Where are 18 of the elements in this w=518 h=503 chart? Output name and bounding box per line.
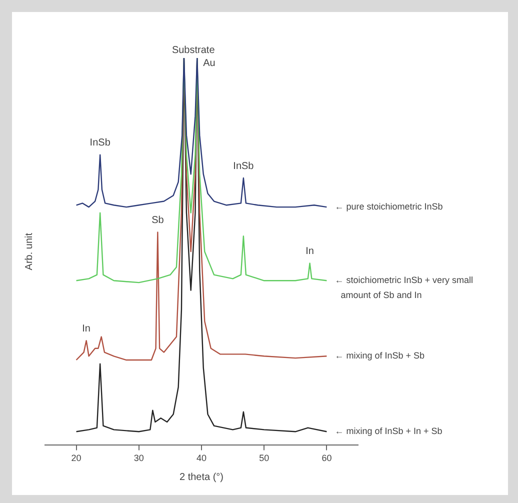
series-label: ← mixing of InSb + In + Sb: [334, 426, 442, 436]
annotation: InSb: [233, 160, 254, 172]
annotation: InSb: [90, 138, 111, 149]
series-label: ← stoichiometric InSb + very small amount of Sb and In: [334, 275, 473, 300]
annotation: Sb: [152, 215, 164, 226]
x-tick-label: 20: [71, 453, 82, 464]
x-tick-label: 40: [196, 453, 207, 464]
x-tick-label: 60: [322, 453, 332, 464]
x-tick-label: 30: [134, 453, 144, 464]
series-label: ← mixing of InSb + Sb: [334, 350, 424, 361]
annotation: Au: [203, 58, 216, 69]
y-axis-title: Arb. unit: [24, 232, 35, 270]
x-axis-title: 2 theta (°): [179, 472, 224, 483]
series-label: ← pure stoichiometric InSb: [334, 202, 443, 212]
annotation: In: [82, 324, 90, 335]
annotation: Substrate: [172, 44, 216, 56]
x-tick-label: 50: [259, 453, 270, 464]
annotation: In: [306, 246, 314, 258]
